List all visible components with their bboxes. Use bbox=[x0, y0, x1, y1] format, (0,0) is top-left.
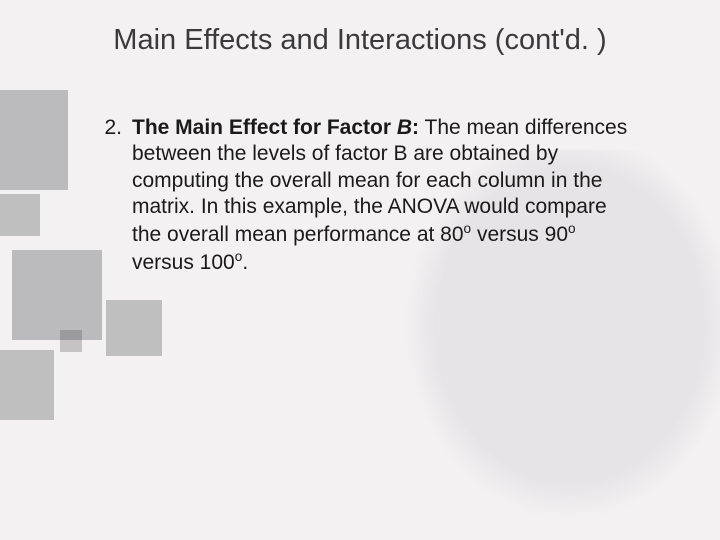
slide-title: Main Effects and Interactions (cont'd. ) bbox=[0, 24, 720, 57]
decor-square bbox=[106, 300, 162, 356]
decor-square bbox=[0, 90, 68, 190]
slide: Main Effects and Interactions (cont'd. )… bbox=[0, 0, 720, 540]
list-number: 2. bbox=[88, 115, 132, 141]
body-segment: versus 90 bbox=[471, 223, 568, 246]
lead-phrase: The Main Effect for Factor B: bbox=[132, 116, 419, 139]
decor-square bbox=[0, 194, 40, 236]
list-text: The Main Effect for Factor B: The mean d… bbox=[132, 115, 632, 277]
body-text: 2.The Main Effect for Factor B: The mean… bbox=[88, 115, 648, 277]
body-segment: . bbox=[242, 251, 248, 274]
degree-symbol: o bbox=[568, 221, 576, 236]
decor-square bbox=[0, 350, 54, 420]
degree-symbol: o bbox=[464, 221, 472, 236]
factor-letter: B bbox=[397, 116, 412, 139]
decor-square bbox=[60, 330, 82, 352]
body-segment: versus 100 bbox=[132, 251, 235, 274]
